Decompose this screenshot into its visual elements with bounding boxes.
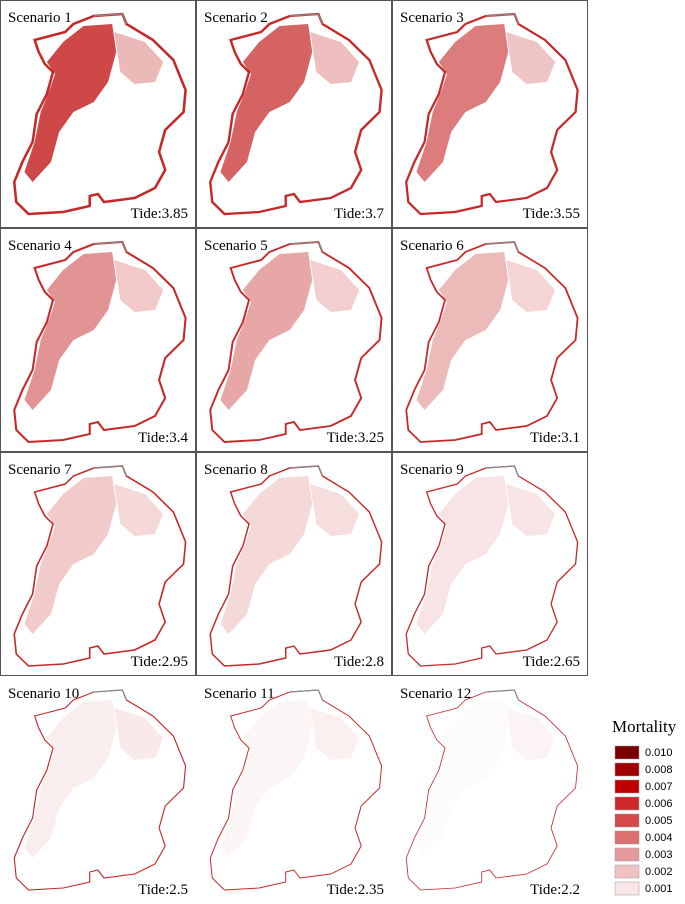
legend-label: 0.001 (645, 883, 673, 895)
levee (289, 689, 324, 701)
legend-swatch (614, 864, 640, 879)
legend-label: 0.007 (645, 781, 673, 793)
map-panel: Scenario 1 Tide:3.85 (0, 0, 196, 228)
map-panel: Scenario 12 Tide:2.2 (400, 686, 580, 898)
map-panel: Scenario 10 Tide:2.5 (8, 686, 188, 898)
legend-title: Mortality (612, 717, 677, 736)
legend-swatch (614, 881, 640, 896)
island-map (13, 465, 187, 667)
map-panel: Scenario 9 Tide:2.65 (392, 452, 588, 676)
island-map (209, 241, 383, 443)
legend-label: 0.010 (645, 747, 673, 759)
legend-swatch (614, 762, 640, 777)
scenario-label: Scenario 7 (8, 462, 72, 478)
map-panel: Scenario 2 Tide:3.7 (196, 0, 392, 228)
map-panel: Scenario 8 Tide:2.8 (196, 452, 392, 676)
legend-label: 0.004 (645, 832, 673, 844)
tide-label: Tide:3.55 (523, 206, 580, 222)
island-map (13, 689, 187, 891)
map-panel: Scenario 4 Tide:3.4 (0, 228, 196, 452)
scenario-label: Scenario 4 (8, 238, 72, 254)
panel-border (392, 452, 588, 676)
tide-label: Tide:3.4 (138, 430, 188, 446)
tide-label: Tide:2.8 (334, 654, 384, 670)
levee (93, 13, 128, 25)
tide-label: Tide:2.65 (523, 654, 580, 670)
legend-label: 0.008 (645, 764, 673, 776)
legend-swatch (614, 779, 640, 794)
tide-label: Tide:3.1 (530, 430, 580, 446)
panel-border (0, 0, 196, 228)
legend-label: 0.005 (645, 815, 673, 827)
island-map (405, 12, 579, 216)
levee (93, 465, 128, 477)
scenario-label: Scenario 3 (400, 10, 464, 26)
scenario-label: Scenario 12 (400, 686, 471, 702)
legend-label: 0.003 (645, 849, 673, 861)
legend-swatch (614, 847, 640, 862)
island-map (209, 465, 383, 667)
scenario-label: Scenario 9 (400, 462, 464, 478)
scenario-label: Scenario 1 (8, 10, 72, 26)
map-panel: Scenario 6 Tide:3.1 (392, 228, 588, 452)
tide-label: Tide:3.25 (327, 430, 384, 446)
island-map (209, 12, 383, 216)
levee (289, 241, 324, 253)
legend-swatch (614, 813, 640, 828)
scenario-label: Scenario 11 (204, 686, 275, 702)
scenario-label: Scenario 8 (204, 462, 268, 478)
levee (485, 689, 520, 701)
island-map (405, 241, 579, 443)
tide-label: Tide:3.7 (334, 206, 384, 222)
tide-label: Tide:3.85 (131, 206, 188, 222)
island-map (405, 689, 579, 891)
map-panel: Scenario 7 Tide:2.95 (0, 452, 196, 676)
scenario-label: Scenario 2 (204, 10, 268, 26)
panel-border (196, 228, 392, 452)
map-panel: Scenario 11 Tide:2.35 (204, 686, 384, 898)
tide-label: Tide:2.2 (530, 882, 580, 898)
panel-border (196, 0, 392, 228)
tide-label: Tide:2.5 (138, 882, 188, 898)
tide-label: Tide:2.95 (131, 654, 188, 670)
panel-border (0, 452, 196, 676)
levee (485, 241, 520, 253)
legend-label: 0.006 (645, 798, 673, 810)
legend-label: 0.002 (645, 866, 673, 878)
scenario-label: Scenario 5 (204, 238, 268, 254)
levee (485, 465, 520, 477)
levee (485, 13, 520, 25)
panel-border (196, 452, 392, 676)
scenario-label: Scenario 10 (8, 686, 79, 702)
legend-swatch (614, 830, 640, 845)
legend-swatch (614, 796, 640, 811)
panel-border (392, 0, 588, 228)
legend-swatch (614, 745, 640, 760)
tide-label: Tide:2.35 (327, 882, 384, 898)
levee (93, 689, 128, 701)
levee (93, 241, 128, 253)
panel-border (0, 228, 196, 452)
map-panel: Scenario 5 Tide:3.25 (196, 228, 392, 452)
island-map (12, 12, 187, 216)
levee (289, 13, 324, 25)
island-map (405, 465, 579, 667)
scenario-label: Scenario 6 (400, 238, 464, 254)
island-map (209, 689, 383, 891)
levee (289, 465, 324, 477)
map-panel: Scenario 3 Tide:3.55 (392, 0, 588, 228)
panel-border (392, 228, 588, 452)
island-map (13, 240, 187, 444)
